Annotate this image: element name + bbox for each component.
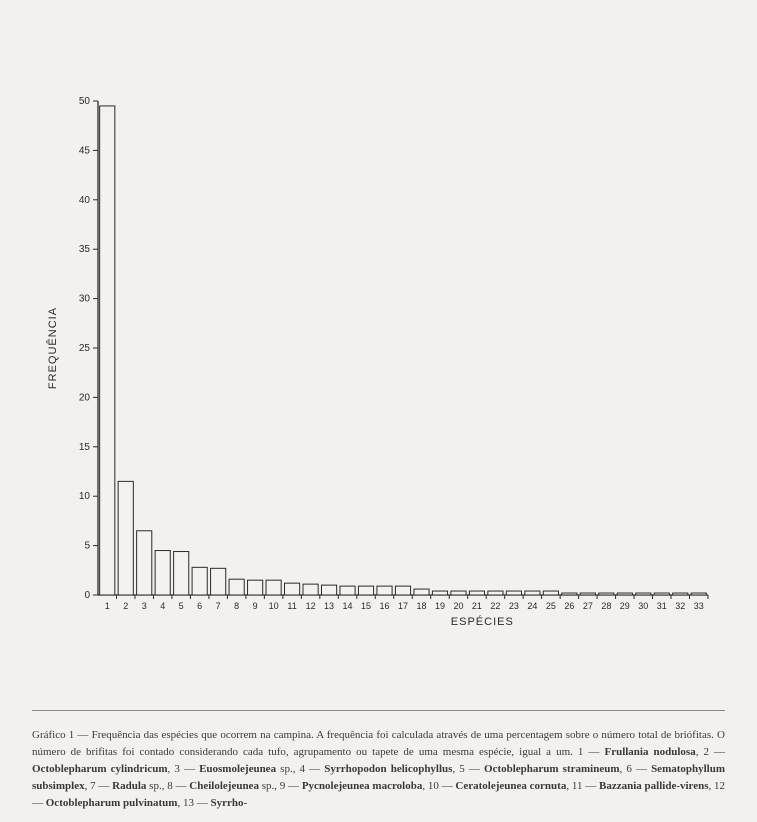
svg-text:20: 20 — [453, 601, 463, 611]
svg-text:28: 28 — [601, 601, 611, 611]
figure-caption: Gráfico 1 — Frequência das espécies que … — [32, 710, 725, 812]
svg-text:20: 20 — [79, 392, 91, 403]
svg-text:21: 21 — [472, 601, 482, 611]
svg-text:FREQUÊNCIA: FREQUÊNCIA — [46, 307, 59, 389]
svg-text:27: 27 — [583, 601, 593, 611]
svg-text:29: 29 — [620, 601, 630, 611]
svg-text:23: 23 — [509, 601, 519, 611]
svg-text:25: 25 — [546, 601, 556, 611]
svg-text:11: 11 — [287, 601, 296, 611]
svg-text:10: 10 — [79, 491, 91, 502]
svg-text:10: 10 — [269, 601, 279, 611]
svg-text:ESPÉCIES: ESPÉCIES — [451, 615, 514, 628]
svg-text:5: 5 — [179, 601, 184, 611]
svg-text:9: 9 — [253, 601, 258, 611]
svg-text:40: 40 — [79, 195, 91, 206]
svg-text:2: 2 — [123, 601, 128, 611]
svg-text:19: 19 — [435, 601, 445, 611]
svg-text:4: 4 — [160, 601, 165, 611]
svg-text:3: 3 — [142, 601, 147, 611]
svg-text:0: 0 — [84, 590, 90, 601]
svg-text:5: 5 — [84, 541, 90, 552]
svg-text:22: 22 — [490, 601, 500, 611]
chart-svg: 05101520253035404550%FREQUÊNCIA123456789… — [40, 95, 720, 635]
svg-text:25: 25 — [79, 343, 91, 354]
svg-text:17: 17 — [398, 601, 408, 611]
svg-text:15: 15 — [79, 442, 91, 453]
svg-text:13: 13 — [324, 601, 334, 611]
svg-text:30: 30 — [79, 294, 91, 305]
svg-text:32: 32 — [675, 601, 685, 611]
frequency-bar-chart: 05101520253035404550%FREQUÊNCIA123456789… — [40, 95, 720, 635]
svg-text:24: 24 — [527, 601, 537, 611]
svg-text:7: 7 — [216, 601, 221, 611]
svg-text:50: 50 — [79, 96, 91, 107]
svg-text:15: 15 — [361, 601, 371, 611]
svg-text:26: 26 — [564, 601, 574, 611]
svg-text:12: 12 — [306, 601, 316, 611]
svg-text:14: 14 — [343, 601, 353, 611]
svg-text:45: 45 — [79, 145, 91, 156]
svg-text:1: 1 — [105, 601, 110, 611]
svg-text:%: % — [68, 95, 77, 96]
svg-text:31: 31 — [657, 601, 667, 611]
svg-text:6: 6 — [197, 601, 202, 611]
svg-text:16: 16 — [380, 601, 390, 611]
svg-text:30: 30 — [638, 601, 648, 611]
svg-text:8: 8 — [234, 601, 239, 611]
svg-text:35: 35 — [79, 244, 91, 255]
svg-text:33: 33 — [694, 601, 704, 611]
svg-text:18: 18 — [416, 601, 426, 611]
